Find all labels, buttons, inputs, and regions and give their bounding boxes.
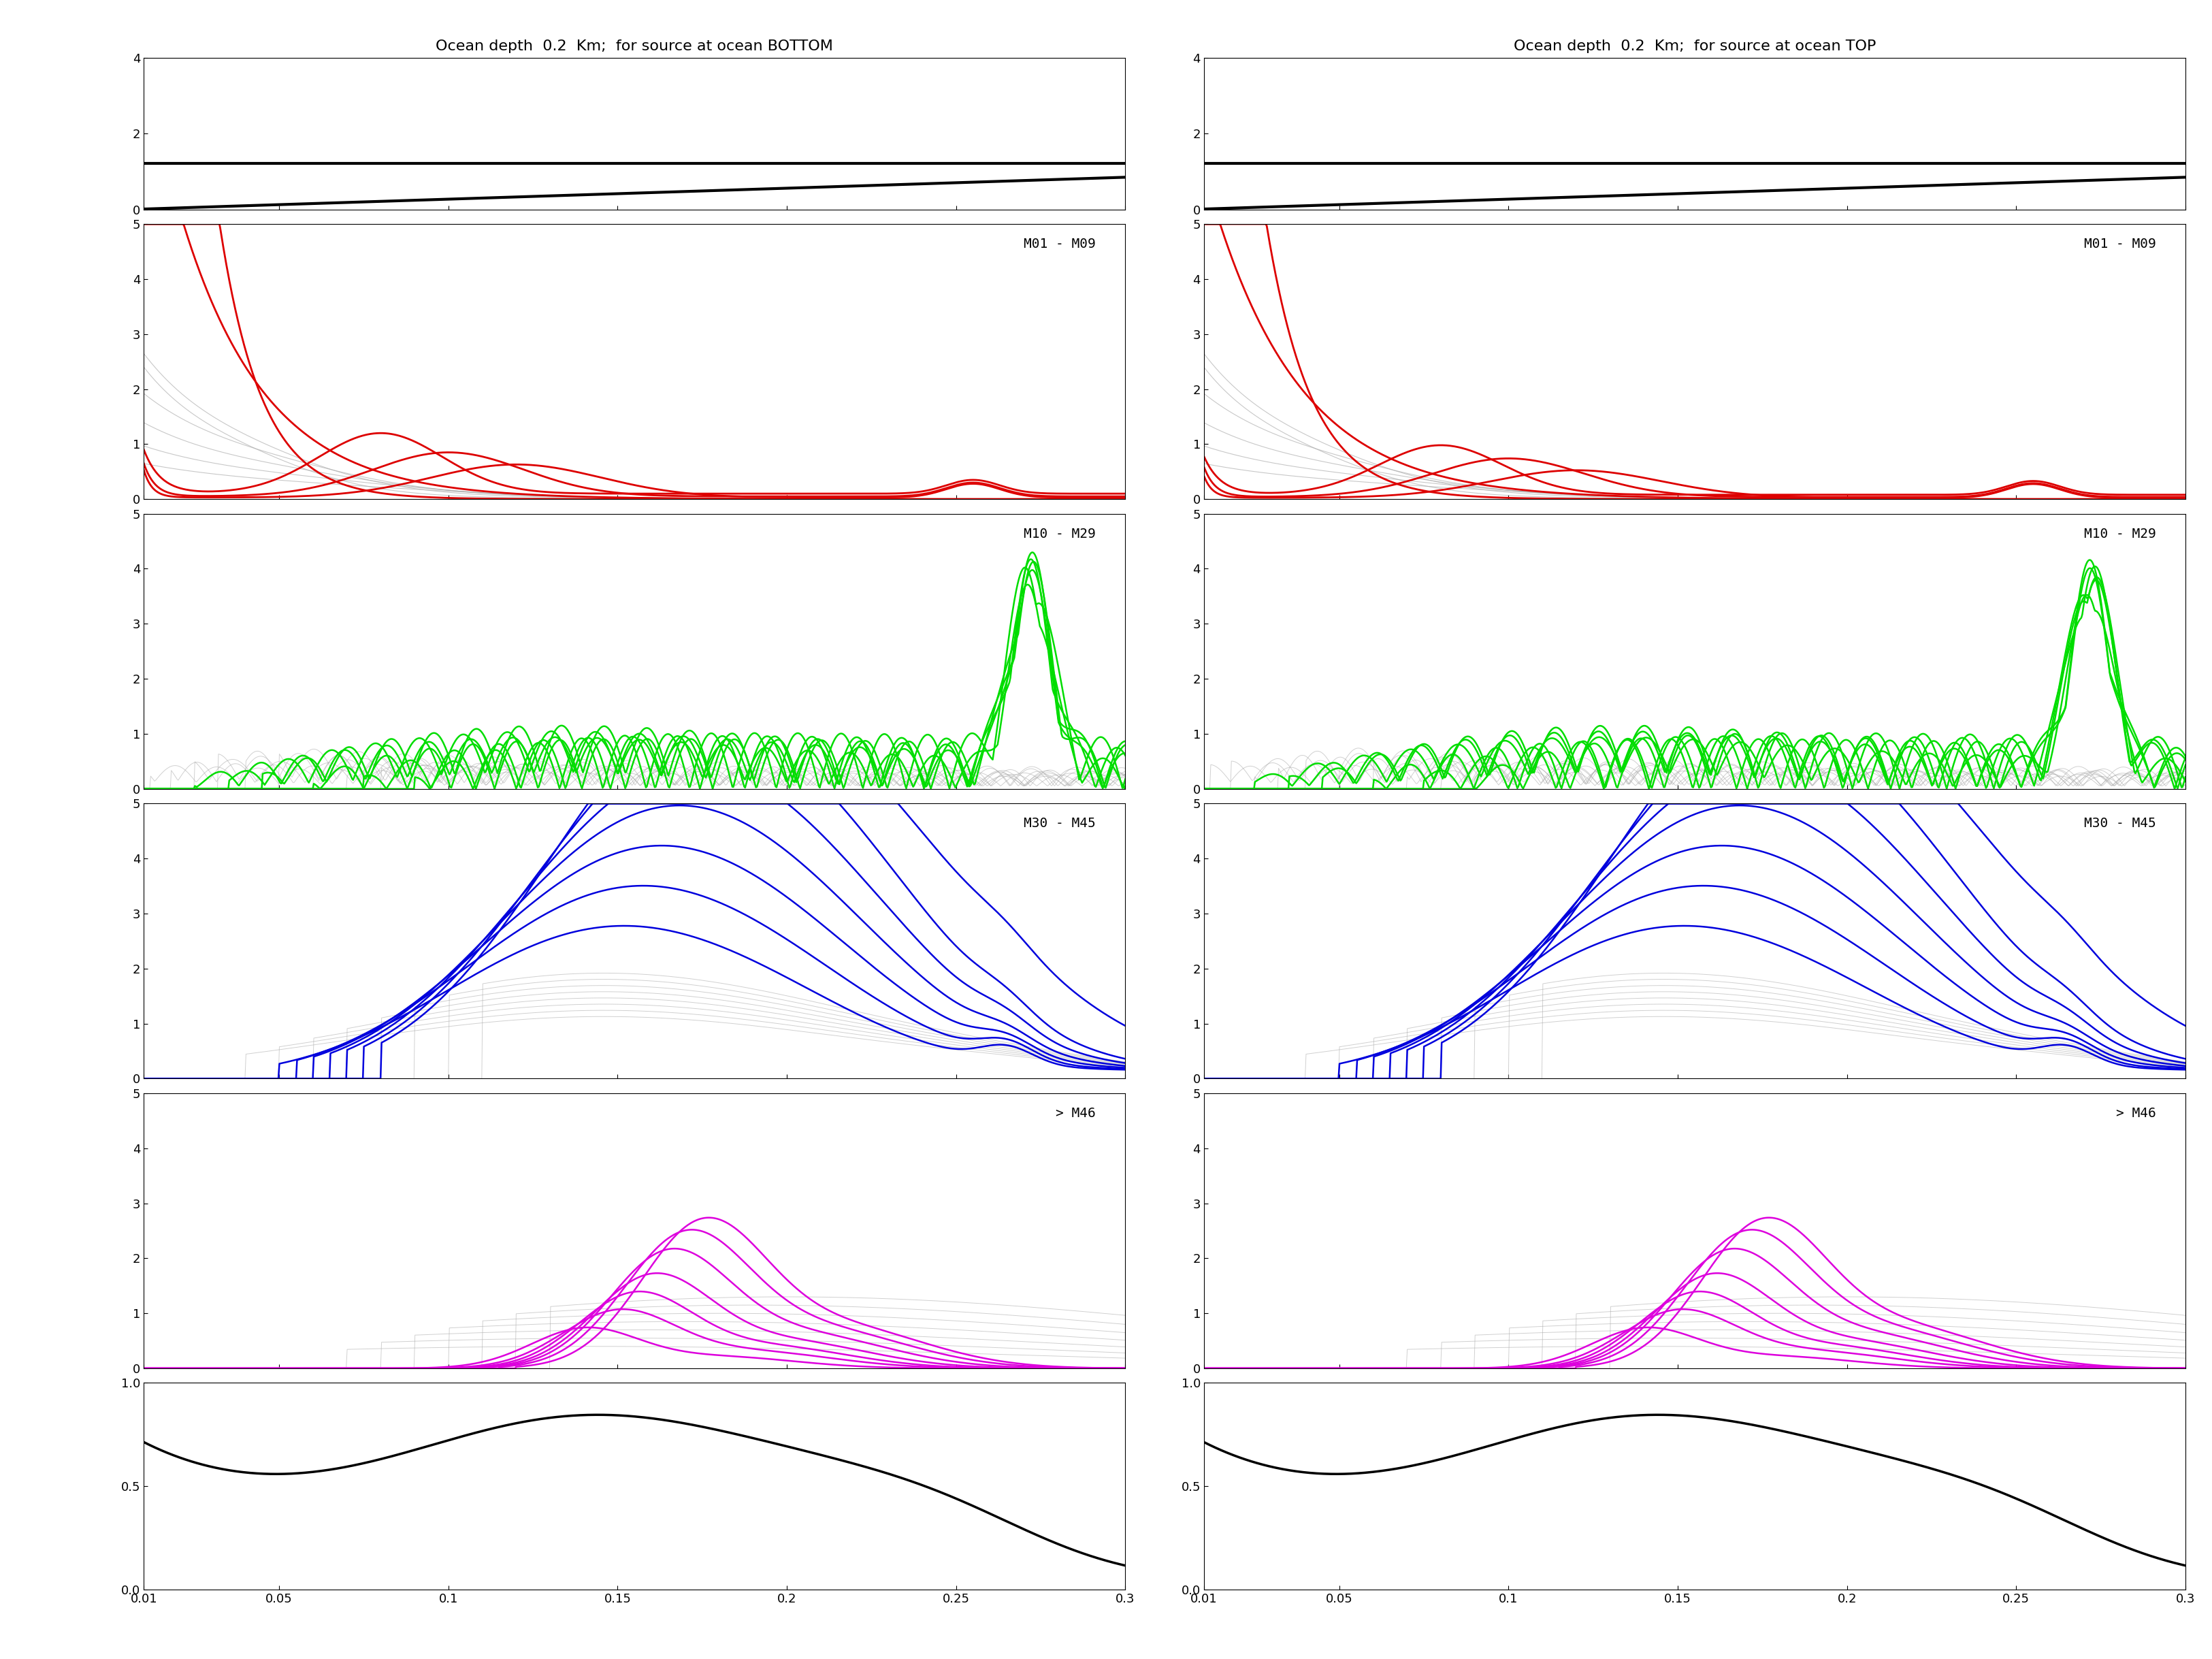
Title: Ocean depth  0.2  Km;  for source at ocean TOP: Ocean depth 0.2 Km; for source at ocean … (1513, 40, 1876, 53)
Text: M01 - M09: M01 - M09 (1024, 237, 1095, 251)
Text: M30 - M45: M30 - M45 (1024, 818, 1095, 830)
Text: M01 - M09: M01 - M09 (2084, 237, 2157, 251)
Text: M10 - M29: M10 - M29 (1024, 528, 1095, 541)
Text: > M46: > M46 (1055, 1107, 1095, 1120)
Text: > M46: > M46 (2117, 1107, 2157, 1120)
Title: Ocean depth  0.2  Km;  for source at ocean BOTTOM: Ocean depth 0.2 Km; for source at ocean … (436, 40, 834, 53)
Text: M10 - M29: M10 - M29 (2084, 528, 2157, 541)
Text: M30 - M45: M30 - M45 (2084, 818, 2157, 830)
